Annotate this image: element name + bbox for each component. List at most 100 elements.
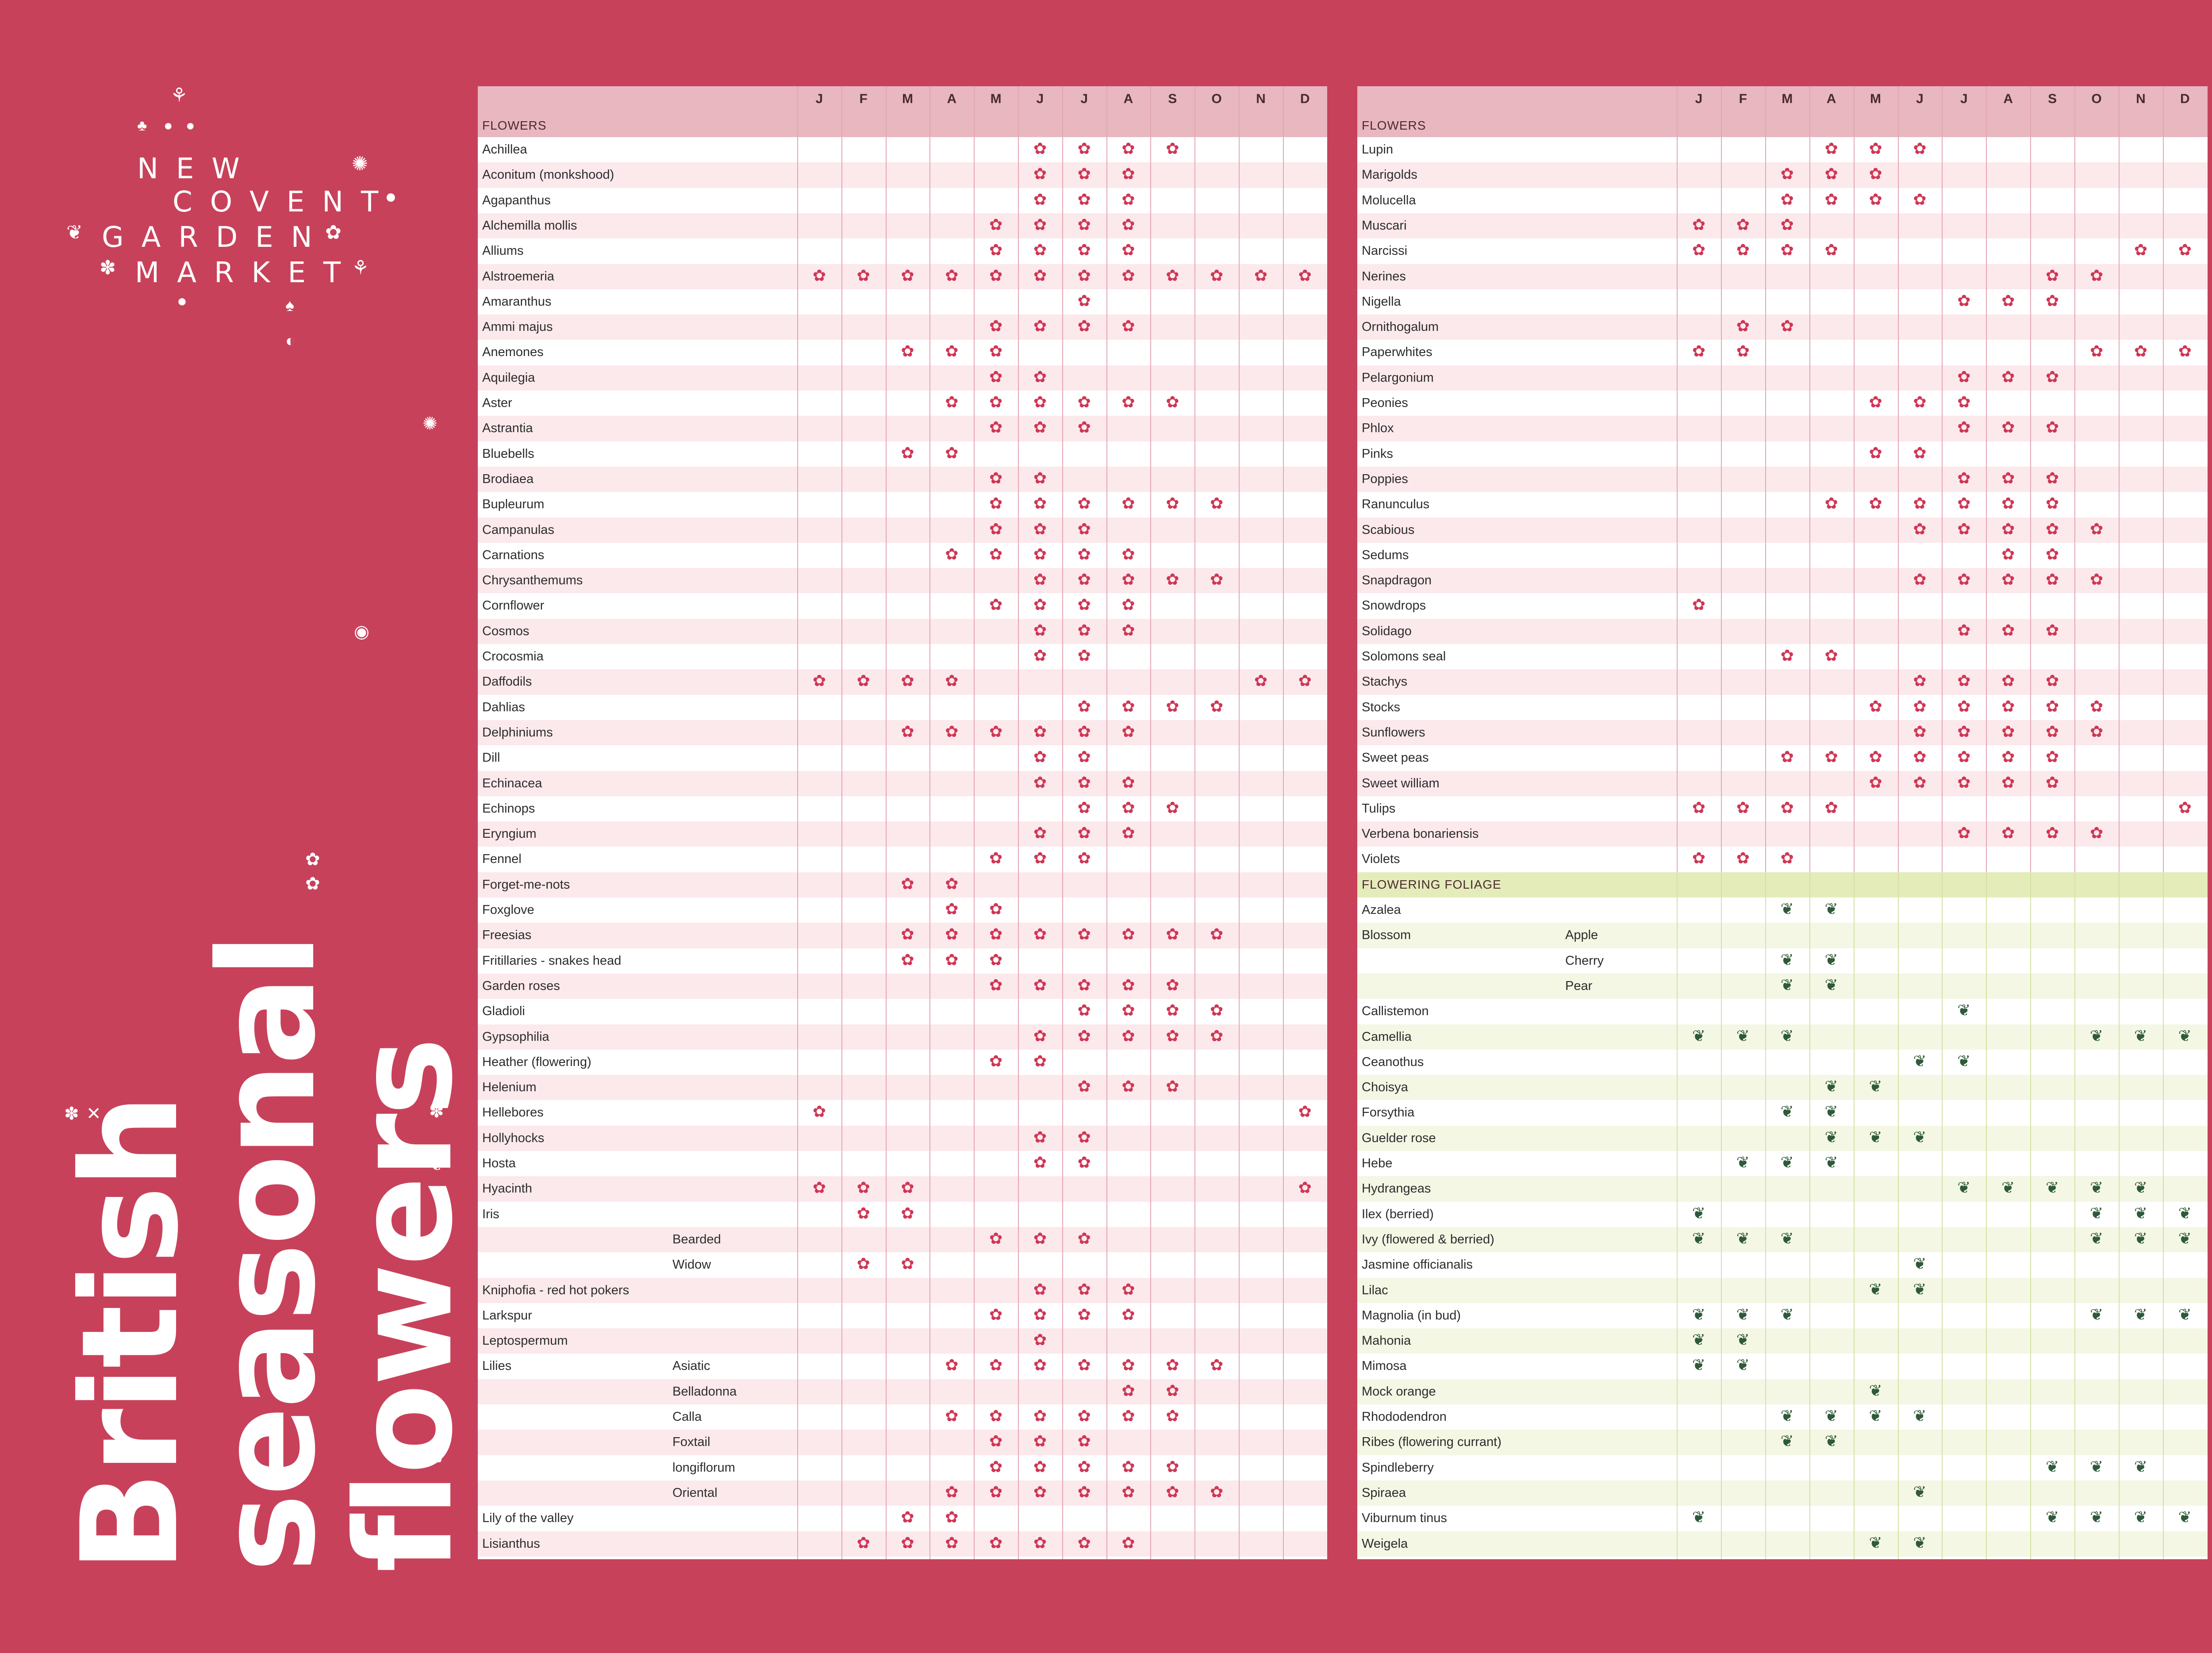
leaf-icon: ❦ [1869,1128,1882,1147]
flower-icon: ✿ [1298,266,1312,285]
month-header: J [815,92,823,106]
plant-name: Jasmine officianalis [1362,1258,1473,1272]
leaf-icon: ❦ [1780,1103,1794,1121]
flower-icon: ✿ [1913,571,1927,589]
deco-flower-icon: ✽ [429,1101,444,1122]
plant-name: Hollyhocks [482,1131,545,1145]
table-row: Belladonna ✿ ✿ [478,1379,1327,1404]
plant-name: Hydrangeas [1362,1181,1431,1196]
leaf-icon: ❦ [1824,1128,1838,1147]
leaf-icon: ❦ [1780,900,1794,918]
flower-icon: ✿ [1033,1154,1047,1172]
flower-icon: ✿ [1033,1128,1047,1147]
table-row: Marigolds ✿ ✿ ✿ [1357,162,2208,188]
plant-name: Kniphofia - red hot pokers [482,1283,630,1297]
flower-icon: ✿ [1957,824,1971,843]
grid-line [2162,86,2164,1559]
leaf-icon: ❦ [1692,1356,1706,1375]
leaf-icon: ❦ [1780,1154,1794,1172]
flower-icon: ✿ [1033,1229,1047,1248]
flower-icon: ✿ [1077,1483,1091,1501]
leaf-icon: ❦ [1780,1305,1794,1324]
plant-name: Garden roses [482,978,560,993]
table-row: Spiraea ❦ [1357,1480,2208,1506]
leaf-icon: ❦ [2134,1457,2148,1476]
grid-line [1062,86,1063,1559]
flower-icon: ✿ [1869,140,1882,158]
flower-icon: ✿ [989,1229,1003,1248]
grid-line [1283,86,1284,1559]
leaf-icon: ❦ [2089,1508,2104,1527]
flower-icon: ✿ [989,925,1003,944]
table-row: Delphiniums ✿ ✿ ✿ ✿ ✿ ✿ [478,720,1327,746]
flower-icon: ✿ [901,925,914,944]
table-row: Pelargonium ✿ ✿ ✿ [1357,365,2208,391]
plant-name: Cosmos [482,624,530,638]
flower-icon: ✿ [989,1432,1003,1451]
month-header: N [2136,92,2146,106]
plant-name: Hosta [482,1156,516,1170]
flower-icon: ✿ [945,342,959,361]
flower-icon: ✿ [2046,722,2059,741]
berry-icon: ● [164,117,173,134]
leaf-logo-icon: ❦ [66,222,83,243]
leaf-icon: ❦ [1780,951,1794,969]
flowers-table-left: FLOWERS J F M A M J J A S O N D Achillea ✿ ✿ ✿ ✿ Aconitu… [478,86,1327,1559]
flower-icon: ✿ [1077,266,1091,285]
flower-icon: ✿ [2089,342,2104,361]
leaf-icon: ❦ [2134,1508,2148,1527]
flower-icon: ✿ [1033,1483,1047,1501]
flower-icon: ✿ [1166,1483,1179,1501]
plant-name: Poppies [1362,472,1408,486]
leaf-icon: ❦ [1869,1407,1882,1425]
flower-icon: ✿ [945,1356,959,1375]
flower-icon: ✿ [2001,824,2015,843]
leaf-icon: ❦ [1780,1229,1794,1248]
table-row: Crocosmia ✿ ✿ [478,644,1327,669]
table-row: Heather (flowering) ✿ ✿ [478,1050,1327,1075]
table-row: Stachys ✿ ✿ ✿ ✿ [1357,669,2208,695]
table-row: Muscari ✿ ✿ ✿ [1357,213,2208,239]
leaf-icon: ❦ [1824,951,1838,969]
flower-icon: ✿ [2001,545,2015,564]
leaf-icon: ❦ [1957,1052,1971,1070]
table-row: Ornithogalum ✿ ✿ [1357,314,2208,340]
flower-icon: ✿ [856,1204,870,1223]
table-row: Hyacinth ✿ ✿ ✿ ✿ [478,1176,1327,1202]
flower-icon: ✿ [812,1179,826,1197]
grid-line [1942,872,1943,1559]
flower-icon: ✿ [1166,697,1179,716]
leaf-icon: ❦ [2001,1179,2015,1197]
table-row: Viburnum tinus ❦ ❦ ❦ ❦ ❦ [1357,1506,2208,1531]
table-header: FLOWERS J F M A M J J A S O N D [478,86,1327,137]
flower-icon: ✿ [901,1179,914,1197]
flower-icon: ✿ [1121,773,1135,792]
month-header: O [1211,92,1222,106]
flower-icon: ✿ [2089,571,2104,589]
flower-icon: ✿ [1077,190,1091,209]
leaf-icon: ❦ [2046,1457,2059,1476]
plant-name: Anemones [482,345,544,360]
flower-icon: ✿ [1121,925,1135,944]
flower-logo-icon: ✿ [325,222,342,243]
leaf-icon: ❦ [1869,1280,1882,1299]
table-row: Blossom Apple [1357,923,2208,948]
table-row: Lilies Asiatic ✿ ✿ ✿ ✿ ✿ ✿ ✿ [478,1354,1327,1379]
flower-icon: ✿ [1780,849,1794,868]
flower-icon: ✿ [1033,317,1047,336]
plant-name: Foxglove [482,903,534,917]
table-row: Echinops ✿ ✿ ✿ [478,796,1327,821]
grid-line [1677,872,1678,1559]
plant-name: Helenium [482,1080,537,1095]
grid-line [929,86,931,1559]
sunflower-icon: ✺ [352,153,368,175]
table-row: Magnolia (in bud) ❦ ❦ ❦ ❦ ❦ ❦ [1357,1303,2208,1328]
table-row: Eryngium ✿ ✿ ✿ [478,821,1327,847]
flower-icon: ✿ [2046,697,2059,716]
plant-name: Dahlias [482,700,525,714]
grid-line [2030,86,2032,1559]
plant-name: Amaranthus [482,294,552,309]
flower-icon: ✿ [1033,571,1047,589]
variety-name: Widow [672,1258,711,1272]
table-row: Ivy (flowered & berried) ❦ ❦ ❦ ❦ ❦ ❦ [1357,1227,2208,1253]
